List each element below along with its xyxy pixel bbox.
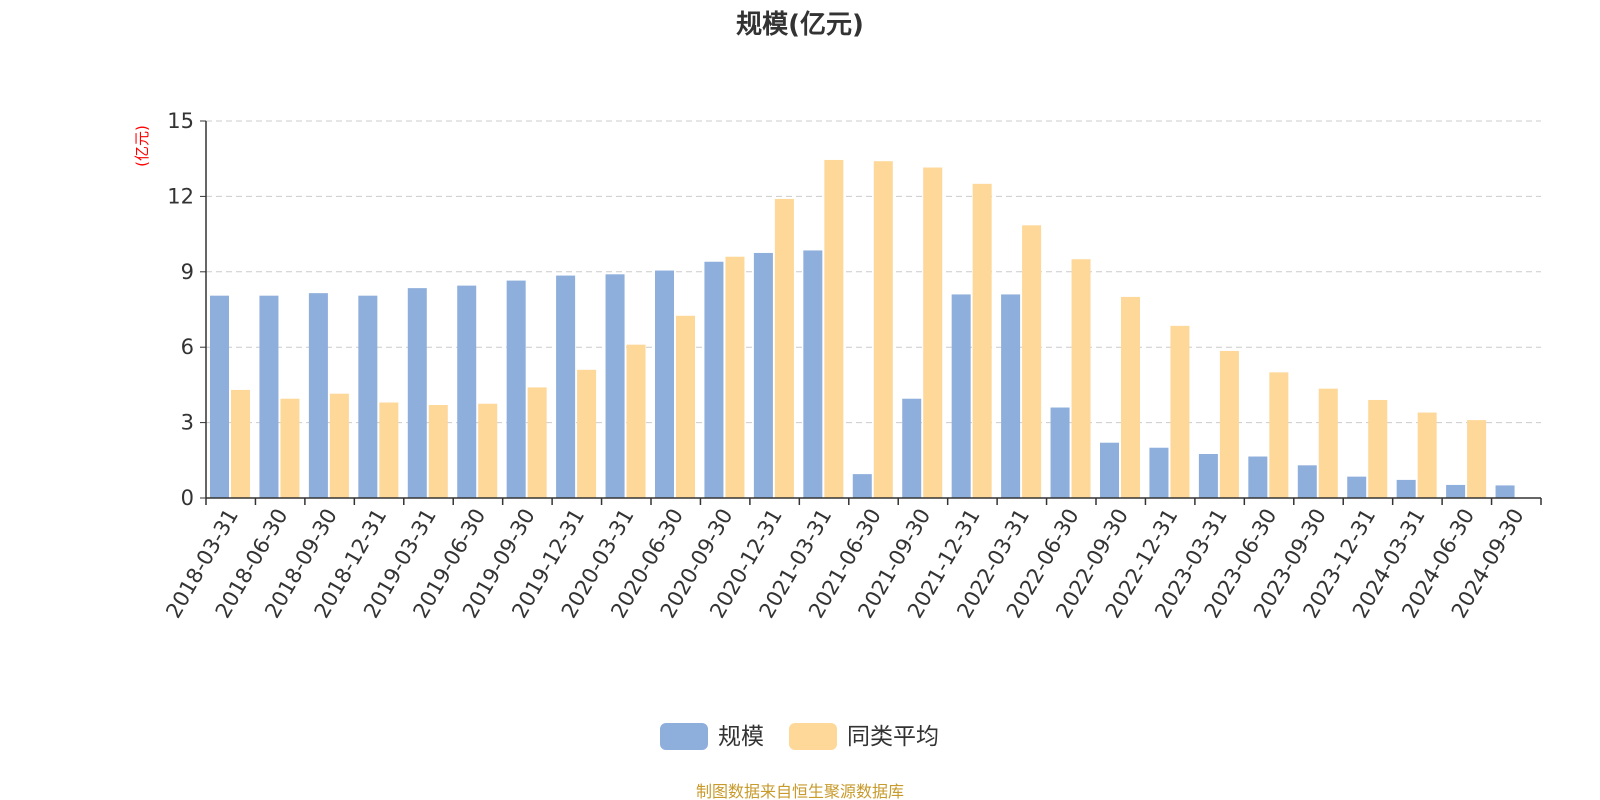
bar-规模-2020-03-31: [605, 274, 625, 498]
bar-规模-2018-09-30: [308, 293, 328, 498]
bar-同类平均-2018-12-31: [379, 402, 399, 498]
legend-label-1[interactable]: 同类平均: [847, 724, 939, 750]
y-axis-unit-label: (亿元): [133, 125, 151, 167]
bar-同类平均-2018-09-30: [329, 393, 349, 498]
bar-规模-2023-12-31: [1347, 476, 1367, 498]
bar-规模-2022-12-31: [1149, 447, 1169, 498]
bar-同类平均-2024-06-30: [1467, 420, 1487, 498]
bar-规模-2020-12-31: [753, 252, 773, 498]
bar-同类平均-2019-03-31: [428, 405, 448, 498]
y-tick-label: 0: [181, 486, 194, 510]
bars: [210, 159, 1515, 499]
bar-同类平均-2018-06-30: [280, 398, 300, 498]
bar-规模-2019-06-30: [457, 285, 477, 498]
bar-同类平均-2020-09-30: [725, 256, 745, 498]
bar-规模-2018-12-31: [358, 295, 378, 498]
bar-规模-2023-03-31: [1198, 454, 1218, 498]
bar-同类平均-2021-12-31: [972, 183, 992, 499]
legend-swatch-0[interactable]: [660, 723, 708, 750]
bar-规模-2021-03-31: [803, 250, 823, 498]
bar-同类平均-2019-09-30: [527, 387, 547, 498]
bar-同类平均-2019-12-31: [577, 369, 597, 498]
bar-规模-2023-06-30: [1248, 456, 1268, 498]
bar-规模-2019-03-31: [407, 288, 427, 498]
bar-规模-2024-06-30: [1446, 484, 1466, 498]
bar-规模-2023-09-30: [1297, 465, 1317, 498]
bar-规模-2021-12-31: [951, 294, 971, 498]
y-tick-label: 9: [181, 260, 194, 284]
bar-规模-2022-06-30: [1050, 407, 1070, 498]
bar-同类平均-2023-09-30: [1318, 388, 1338, 498]
bar-同类平均-2022-03-31: [1022, 225, 1042, 498]
bar-同类平均-2021-06-30: [873, 161, 893, 499]
bar-同类平均-2021-09-30: [923, 167, 943, 498]
bar-同类平均-2023-03-31: [1219, 350, 1239, 498]
bar-同类平均-2022-12-31: [1170, 325, 1190, 498]
y-tick-label: 3: [181, 411, 194, 435]
bar-规模-2020-06-30: [655, 270, 674, 498]
y-tick-label: 15: [167, 109, 194, 133]
bar-规模-2021-06-30: [852, 474, 872, 498]
bar-规模-2018-03-31: [210, 295, 229, 498]
legend: 规模 同类平均: [660, 723, 939, 750]
bar-同类平均-2020-06-30: [676, 315, 695, 498]
bar-同类平均-2018-03-31: [231, 389, 250, 498]
grid-lines: [206, 120, 1541, 424]
bar-同类平均-2022-06-30: [1071, 259, 1091, 498]
bar-同类平均-2022-09-30: [1121, 296, 1140, 498]
chart-title: 规模(亿元): [736, 10, 864, 40]
y-tick-label: 6: [181, 335, 194, 359]
y-tick-label: 12: [167, 184, 194, 208]
bar-规模-2019-12-31: [556, 275, 576, 498]
bar-规模-2022-09-30: [1100, 442, 1119, 498]
legend-swatch-1[interactable]: [789, 723, 837, 750]
bar-同类平均-2023-12-31: [1368, 399, 1388, 498]
source-note: 制图数据来自恒生聚源数据库: [695, 782, 904, 800]
bar-规模-2018-06-30: [259, 295, 279, 498]
bar-规模-2024-03-31: [1396, 479, 1416, 498]
legend-label-0[interactable]: 规模: [718, 724, 764, 750]
bar-同类平均-2023-06-30: [1269, 372, 1289, 498]
bar-规模-2020-09-30: [704, 261, 724, 498]
bar-同类平均-2021-03-31: [824, 159, 844, 498]
bar-规模-2019-09-30: [506, 280, 526, 498]
bar-规模-2024-09-30: [1495, 485, 1515, 498]
bar-同类平均-2019-06-30: [478, 403, 498, 498]
bar-同类平均-2024-03-31: [1417, 412, 1437, 498]
bar-规模-2022-03-31: [1001, 294, 1021, 498]
bar-同类平均-2020-12-31: [774, 198, 794, 498]
bar-同类平均-2020-03-31: [626, 344, 646, 498]
bar-规模-2021-09-30: [902, 398, 922, 498]
